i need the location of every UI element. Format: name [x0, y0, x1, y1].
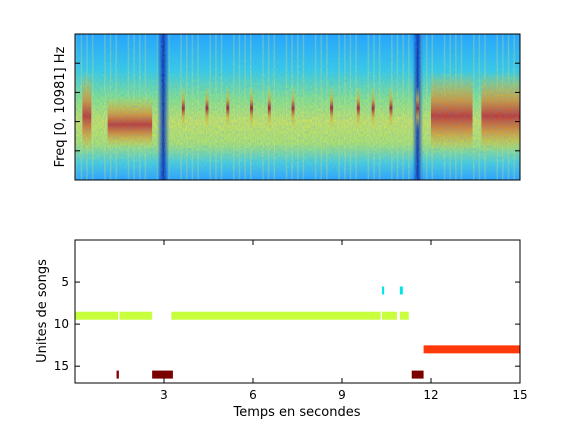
spectrogram-frame: [74, 33, 521, 181]
units-x-tick-label: 12: [423, 388, 438, 402]
units-x-tick-label: 6: [249, 388, 257, 402]
units-x-axis-label: Temps en secondes: [232, 405, 360, 420]
unit-segment: [411, 370, 424, 379]
unit-segment: [423, 345, 520, 354]
unit-segment: [75, 311, 119, 320]
units-x-tick-label: 9: [338, 388, 346, 402]
unit-segment: [382, 311, 397, 320]
units-y-axis-label: Unites de songs: [35, 259, 50, 363]
units-y-tick-label: 10: [54, 317, 69, 331]
units-plot-area: [75, 240, 520, 383]
units-x-tick-label: 3: [160, 388, 168, 402]
spectrogram-y-axis-label: Freq [0, 10981] Hz: [53, 46, 68, 167]
unit-segment: [399, 286, 403, 295]
units-panel: 3 6 9 12 15 5 10 15 Temps en secondes Unites d…: [35, 239, 528, 420]
spectrogram-y-ticks: [75, 62, 520, 152]
units-y-tick-label: 5: [61, 275, 69, 289]
units-x-tick-label: 15: [512, 388, 527, 402]
units-frame: [74, 239, 521, 384]
spectrogram-noise: [75, 34, 520, 180]
unit-segment: [382, 286, 385, 295]
unit-segment: [171, 311, 381, 320]
units-y-tick-label: 15: [54, 359, 69, 373]
unit-segment: [119, 311, 153, 320]
units-y-ticks: 5 10 15: [54, 275, 520, 373]
unit-segment: [116, 370, 119, 379]
unit-segment: [399, 311, 409, 320]
spectrogram-panel: Freq [0, 10981] Hz: [53, 33, 521, 181]
units-x-ticks: 3 6 9 12 15: [160, 240, 528, 402]
unit-segment: [152, 370, 173, 379]
unit-segments: [75, 286, 520, 379]
